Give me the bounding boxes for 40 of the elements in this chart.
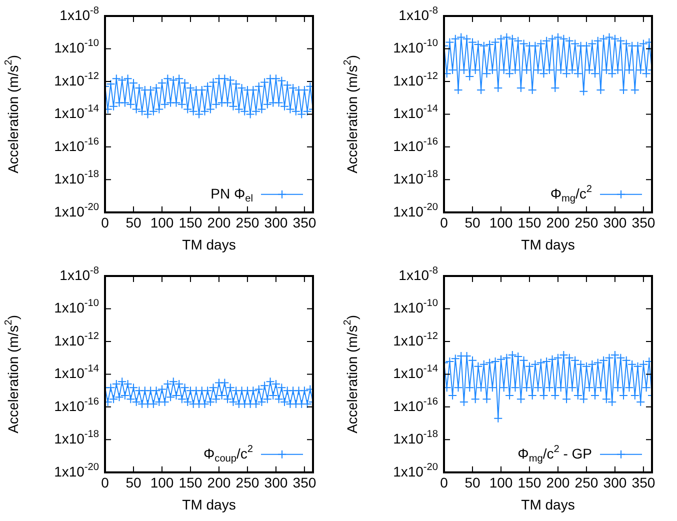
y-axis-title: Acceleration (m/s2) (342, 314, 360, 434)
x-tick-label: 300 (264, 214, 288, 231)
x-tick-label: 100 (150, 474, 174, 491)
x-tick-label: 150 (178, 214, 202, 231)
x-axis-title: TM days (182, 496, 236, 512)
x-tick-label: 150 (518, 474, 542, 491)
x-tick-label: 300 (603, 214, 627, 231)
x-tick-label: 50 (464, 474, 480, 491)
x-tick-label: 350 (632, 214, 656, 231)
x-tick-label: 300 (264, 474, 288, 491)
y-axis-title: Acceleration (m/s2) (3, 54, 21, 174)
x-tick-label: 0 (440, 214, 448, 231)
x-tick-label: 100 (489, 474, 513, 491)
y-axis-title: Acceleration (m/s2) (342, 54, 360, 174)
x-tick-label: 250 (236, 474, 260, 491)
x-tick-label: 350 (292, 214, 316, 231)
x-tick-label: 200 (207, 214, 231, 231)
x-tick-label: 200 (546, 214, 570, 231)
x-axis-title: TM days (521, 496, 575, 512)
x-tick-label: 200 (546, 474, 570, 491)
x-axis-title: TM days (182, 236, 236, 252)
x-tick-label: 150 (518, 214, 542, 231)
x-axis-title: TM days (521, 236, 575, 252)
x-tick-label: 100 (150, 214, 174, 231)
x-tick-label: 50 (126, 474, 142, 491)
x-tick-label: 50 (126, 214, 142, 231)
x-tick-label: 350 (292, 474, 316, 491)
x-tick-label: 0 (440, 474, 448, 491)
x-tick-label: 100 (489, 214, 513, 231)
x-tick-label: 250 (574, 474, 598, 491)
x-tick-label: 150 (178, 474, 202, 491)
x-tick-label: 0 (101, 474, 110, 491)
x-tick-label: 300 (603, 474, 627, 491)
x-tick-label: 50 (464, 214, 480, 231)
x-tick-label: 250 (236, 214, 260, 231)
x-tick-label: 250 (574, 214, 598, 231)
x-tick-label: 350 (632, 474, 656, 491)
x-tick-label: 200 (207, 474, 231, 491)
y-axis-title: Acceleration (m/s2) (3, 314, 21, 434)
x-tick-label: 0 (101, 214, 110, 231)
